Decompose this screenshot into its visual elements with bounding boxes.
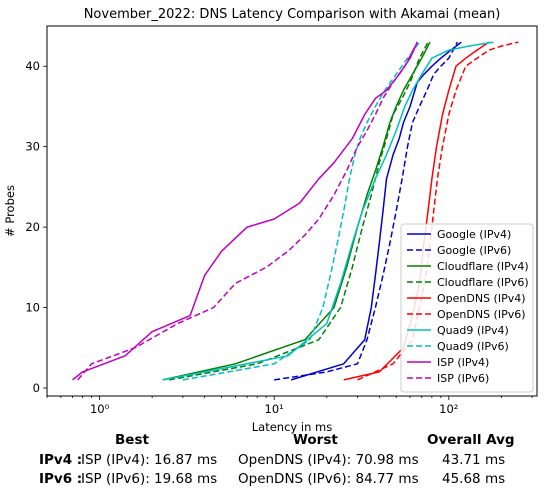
plot-frame bbox=[46, 25, 538, 397]
legend-label-isp-ipv4: ISP (IPv4) bbox=[437, 356, 489, 369]
y-tick-label: 40 bbox=[25, 59, 40, 73]
y-axis-label: # Probes bbox=[3, 185, 17, 237]
series-line-quad9-ipv6 bbox=[182, 41, 421, 381]
series-line-google-ipv4 bbox=[290, 41, 462, 381]
chart-title: November_2022: DNS Latency Comparison wi… bbox=[84, 7, 501, 22]
series-line-quad9-ipv4 bbox=[162, 41, 494, 381]
legend-label-google-ipv6: Google (IPv6) bbox=[437, 244, 511, 257]
legend-label-google-ipv4: Google (IPv4) bbox=[437, 228, 511, 241]
x-tick-label: 10⁰ bbox=[90, 402, 110, 416]
legend-label-cloudflare-ipv4: Cloudflare (IPv4) bbox=[437, 260, 529, 273]
x-tick-label: 10² bbox=[439, 402, 458, 416]
series-line-isp-ipv4 bbox=[72, 41, 418, 381]
x-axis-ticks: 10⁰ 10¹ 10² bbox=[46, 396, 533, 416]
series-line-google-ipv6 bbox=[274, 41, 459, 381]
legend-box bbox=[400, 223, 534, 393]
y-tick-label: 30 bbox=[25, 140, 40, 154]
y-axis-ticks: 0 10 20 30 40 bbox=[25, 59, 47, 395]
y-tick-label: 10 bbox=[25, 301, 40, 315]
legend-label-cloudflare-ipv6: Cloudflare (IPv6) bbox=[437, 276, 529, 289]
legend-label-quad9-ipv4: Quad9 (IPv4) bbox=[437, 324, 509, 337]
y-tick-label: 0 bbox=[33, 381, 40, 395]
x-axis-label: Latency in ms bbox=[252, 420, 332, 434]
legend: Google (IPv4) Google (IPv6) Cloudflare (IP… bbox=[400, 223, 534, 393]
legend-label-opendns-ipv4: OpenDNS (IPv4) bbox=[437, 292, 526, 305]
legend-label-opendns-ipv6: OpenDNS (IPv6) bbox=[437, 308, 526, 321]
series-line-cloudflare-ipv4 bbox=[162, 41, 431, 381]
y-tick-label: 20 bbox=[25, 220, 40, 234]
legend-label-isp-ipv6: ISP (IPv6) bbox=[437, 372, 489, 385]
series-line-cloudflare-ipv6 bbox=[168, 41, 429, 381]
x-tick-label: 10¹ bbox=[265, 402, 284, 416]
legend-label-quad9-ipv6: Quad9 (IPv6) bbox=[437, 340, 509, 353]
